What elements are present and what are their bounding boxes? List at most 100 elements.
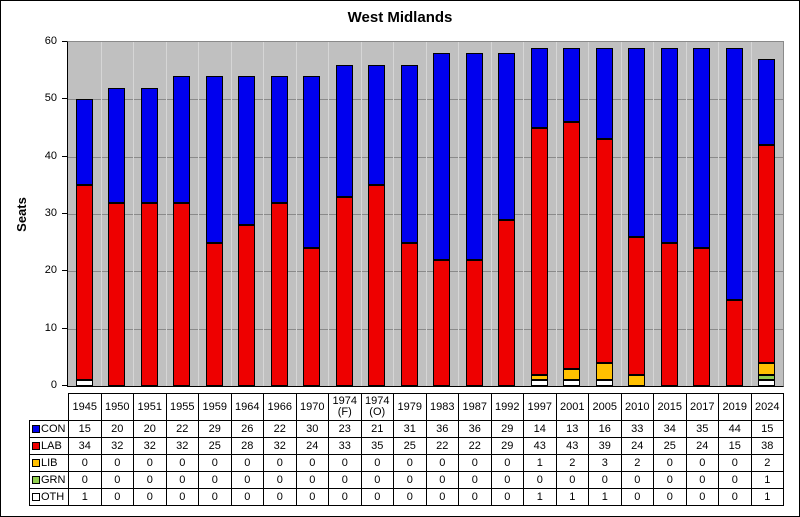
value-cell-OTH: 0 [295, 488, 329, 506]
value-cell-LIB: 3 [588, 454, 622, 472]
value-cell-LIB: 1 [523, 454, 557, 472]
year-header-cell: 1951 [133, 393, 167, 421]
value-cell-LAB: 39 [588, 437, 622, 455]
gridline-vertical [620, 42, 622, 386]
bar-segment-CON [108, 87, 126, 203]
value-cell-GRN: 0 [425, 471, 459, 489]
legend-label: CON [41, 422, 66, 435]
value-cell-GRN: 0 [458, 471, 492, 489]
bar-segment-LAB [693, 248, 711, 386]
value-cell-LAB: 22 [425, 437, 459, 455]
value-cell-CON: 13 [555, 420, 589, 438]
y-tick-mark [62, 213, 67, 214]
bar-segment-LIB [628, 374, 646, 386]
gridline-vertical [490, 42, 492, 386]
value-cell-GRN: 0 [393, 471, 427, 489]
legend-label: LAB [41, 439, 62, 452]
value-cell-GRN: 0 [588, 471, 622, 489]
value-cell-CON: 22 [263, 420, 297, 438]
bar-segment-CON [433, 53, 451, 260]
y-tick-label: 10 [44, 321, 57, 334]
value-cell-LAB: 25 [198, 437, 232, 455]
bar-segment-LAB [205, 242, 223, 386]
value-cell-CON: 15 [68, 420, 102, 438]
value-cell-CON: 15 [750, 420, 784, 438]
year-header-cell: 2001 [555, 393, 589, 421]
gridline-vertical [230, 42, 232, 386]
value-cell-LIB: 0 [295, 454, 329, 472]
gridline-vertical [523, 42, 524, 386]
gridline-vertical [100, 42, 102, 386]
value-cell-OTH: 0 [425, 488, 459, 506]
value-cell-GRN: 0 [555, 471, 589, 489]
value-cell-CON: 36 [458, 420, 492, 438]
data-table: 1945 1950 1951 1955 1959 1964 1966 1970 1974 (F)… [29, 393, 784, 506]
bar-segment-LAB [758, 145, 776, 364]
value-cell-OTH: 0 [685, 488, 719, 506]
bar-segment-OTH [75, 380, 93, 386]
value-cell-CON: 33 [620, 420, 654, 438]
value-cell-LIB: 0 [133, 454, 167, 472]
gridline-vertical [458, 42, 459, 386]
value-cell-LIB: 0 [68, 454, 102, 472]
value-cell-OTH: 0 [133, 488, 167, 506]
value-cell-LIB: 0 [263, 454, 297, 472]
bar-segment-CON [400, 64, 418, 243]
bar-segment-CON [75, 99, 93, 186]
value-cell-LAB: 32 [100, 437, 134, 455]
legend-cell-LAB: LAB [29, 437, 69, 455]
value-cell-LAB: 15 [718, 437, 752, 455]
year-header-cell: 2024 [750, 393, 784, 421]
table-row-CON: CON 15 20 20 22 29 26 22 30 23 21 31 36 36 29 14 13 16 33 3… [29, 420, 784, 438]
value-cell-LAB: 32 [263, 437, 297, 455]
value-cell-CON: 34 [653, 420, 687, 438]
value-cell-LIB: 0 [425, 454, 459, 472]
bar-segment-LAB [660, 242, 678, 386]
value-cell-CON: 30 [295, 420, 329, 438]
y-tick-label: 30 [44, 207, 57, 219]
bar-segment-LAB [238, 225, 256, 386]
value-cell-CON: 31 [393, 420, 427, 438]
value-cell-LIB: 0 [685, 454, 719, 472]
legend-label: GRN [41, 473, 66, 486]
bar-segment-LAB [628, 236, 646, 375]
value-cell-LAB: 38 [750, 437, 784, 455]
bar-segment-GRN [758, 374, 776, 381]
gridline-vertical [198, 42, 199, 386]
plot-area [67, 41, 784, 387]
table-years-row: 1945 1950 1951 1955 1959 1964 1966 1970 1974 (F)… [30, 393, 784, 421]
value-cell-CON: 16 [588, 420, 622, 438]
bar-segment-LAB [108, 202, 126, 386]
value-cell-LIB: 0 [360, 454, 394, 472]
bar-segment-CON [205, 76, 223, 243]
value-cell-OTH: 0 [198, 488, 232, 506]
table-row-OTH: OTH 1 0 0 0 0 0 0 0 0 0 0 0 0 0 1 1 1 0 0 0 0 1 [29, 488, 784, 506]
year-header-cell: 2017 [685, 393, 719, 421]
value-cell-OTH: 0 [100, 488, 134, 506]
y-tick-label: 0 [50, 379, 57, 391]
legend-cell-GRN: GRN [29, 471, 69, 489]
value-cell-OTH: 1 [555, 488, 589, 506]
legend-cell-CON: CON [29, 420, 69, 438]
value-cell-LAB: 32 [165, 437, 199, 455]
table-corner-cell [30, 394, 69, 421]
value-cell-CON: 29 [198, 420, 232, 438]
value-cell-LIB: 0 [230, 454, 264, 472]
value-cell-GRN: 0 [295, 471, 329, 489]
year-header-cell: 1979 [393, 393, 427, 421]
year-header-cell: 1983 [425, 393, 459, 421]
value-cell-LIB: 2 [555, 454, 589, 472]
year-header-cell: 2005 [588, 393, 622, 421]
value-cell-CON: 14 [523, 420, 557, 438]
value-cell-LIB: 0 [328, 454, 362, 472]
value-cell-GRN: 0 [133, 471, 167, 489]
value-cell-OTH: 0 [653, 488, 687, 506]
y-tick-label: 60 [44, 35, 57, 47]
bar-segment-LAB [303, 248, 321, 386]
legend-swatch-LIB [32, 458, 40, 467]
year-header-cell: 1966 [263, 393, 297, 421]
value-cell-LAB: 28 [230, 437, 264, 455]
bar-segment-OTH [595, 380, 613, 386]
year-header-cell: 2019 [718, 393, 752, 421]
